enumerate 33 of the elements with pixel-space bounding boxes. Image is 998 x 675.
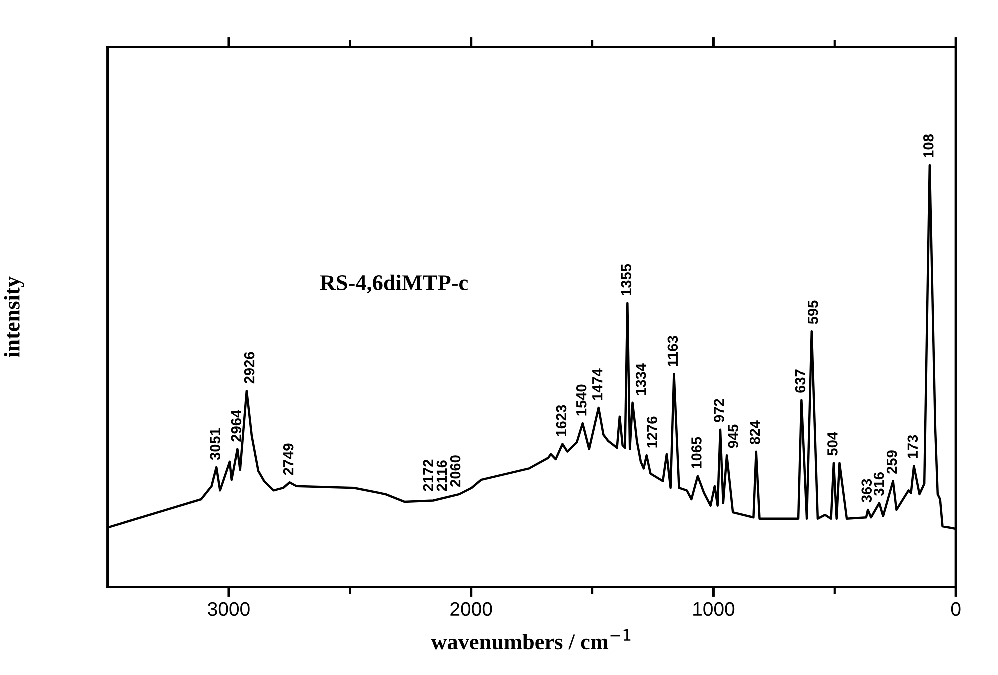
annotation: 316 bbox=[874, 472, 884, 496]
annotation: 1355 bbox=[621, 264, 632, 296]
x-tick-label: 3000 bbox=[208, 602, 250, 616]
annotation: 1623 bbox=[556, 405, 567, 436]
annotation: RS-4,6diMTP-c bbox=[320, 274, 468, 294]
x-tick-label: 1000 bbox=[694, 602, 735, 616]
x-tick-label: 0 bbox=[951, 602, 961, 616]
annotation: 504 bbox=[828, 432, 838, 456]
annotation: 972 bbox=[714, 399, 724, 422]
annotation: 3051 bbox=[210, 428, 221, 460]
annotation: 595 bbox=[808, 300, 818, 324]
x-axis-title: wavenumbers / cm$^{−1}$ bbox=[431, 630, 631, 650]
annotation: 363 bbox=[862, 479, 872, 503]
annotation: 945 bbox=[728, 424, 739, 448]
annotation: 173 bbox=[908, 435, 918, 458]
annotation: 824 bbox=[750, 420, 760, 444]
annotation: 637 bbox=[795, 370, 806, 393]
annotation: 1474 bbox=[592, 368, 603, 400]
annotation: 259 bbox=[886, 450, 898, 474]
annotation: 2749 bbox=[283, 444, 294, 476]
annotation: 1065 bbox=[692, 437, 702, 468]
annotation: 2060 bbox=[450, 456, 461, 487]
annotation: 1540 bbox=[576, 384, 587, 416]
y-axis-title: intensity bbox=[4, 276, 24, 358]
annotation: 2116 bbox=[436, 460, 448, 492]
x-tick-label: 2000 bbox=[450, 602, 492, 616]
annotation: 108 bbox=[923, 134, 934, 158]
annotation: 1334 bbox=[636, 364, 646, 396]
annotation: 1276 bbox=[647, 416, 658, 448]
annotation: 2926 bbox=[244, 352, 255, 384]
annotation: 2964 bbox=[231, 410, 242, 442]
annotation: 2172 bbox=[423, 460, 434, 492]
annotation: 1163 bbox=[668, 336, 678, 366]
